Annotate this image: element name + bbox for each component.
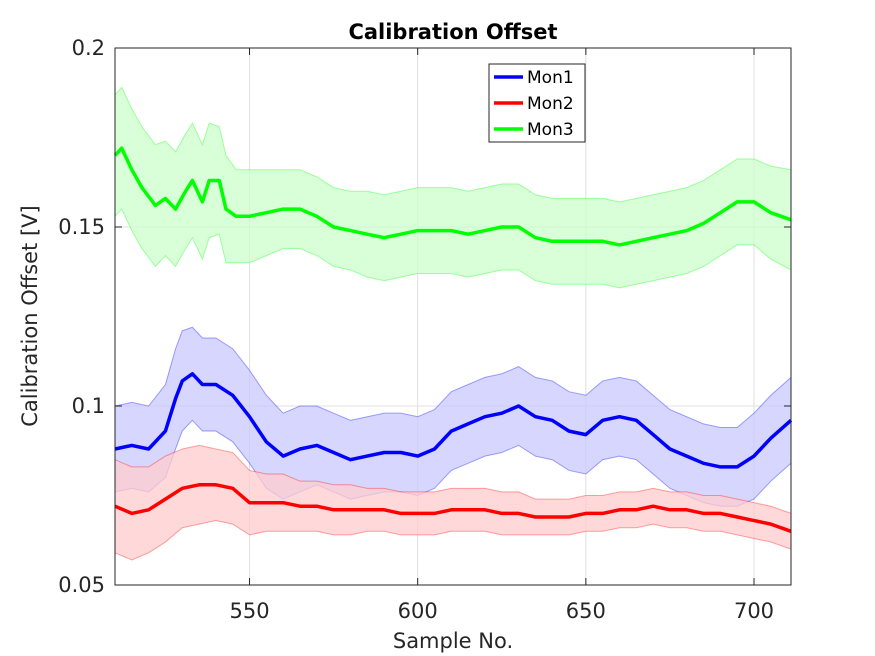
x-axis-ticks: 550 600 650 700 xyxy=(229,48,774,623)
y-axis-ticks: 0.05 0.1 0.15 0.2 xyxy=(58,36,791,597)
mon1-band-lower xyxy=(114,419,792,507)
series-lines xyxy=(113,146,793,533)
mon3-band-upper xyxy=(114,86,792,203)
legend-label-mon1: Mon1 xyxy=(527,68,574,88)
mon3-band xyxy=(115,87,791,288)
x-tick-label: 650 xyxy=(566,599,606,623)
y-tick-label: 0.05 xyxy=(58,573,105,597)
mon1-band-upper xyxy=(114,326,792,428)
x-tick-label: 700 xyxy=(734,599,774,623)
x-axis-label: Sample No. xyxy=(393,629,513,653)
mon1-line xyxy=(114,372,793,469)
y-tick-label: 0.15 xyxy=(58,215,105,239)
chart-title: Calibration Offset xyxy=(348,20,557,44)
confidence-bands xyxy=(114,86,792,561)
y-tick-label: 0.2 xyxy=(72,36,105,60)
mon2-band xyxy=(115,445,791,560)
y-axis-label: Calibration Offset [V] xyxy=(18,205,42,426)
mon3-band-lower xyxy=(114,208,792,289)
legend-label-mon3: Mon3 xyxy=(527,120,574,140)
mon3-line xyxy=(113,146,792,247)
plot-frame xyxy=(114,47,792,586)
legend-label-mon2: Mon2 xyxy=(527,94,574,114)
mon2-line xyxy=(114,483,792,533)
legend: Mon1 Mon2 Mon3 xyxy=(488,63,586,143)
mon2-band-upper xyxy=(114,444,792,514)
x-tick-label: 550 xyxy=(229,599,269,623)
mon2-band-lower xyxy=(114,520,792,561)
y-tick-label: 0.1 xyxy=(72,394,105,418)
mon1-band xyxy=(115,327,791,507)
x-tick-label: 600 xyxy=(398,599,438,623)
